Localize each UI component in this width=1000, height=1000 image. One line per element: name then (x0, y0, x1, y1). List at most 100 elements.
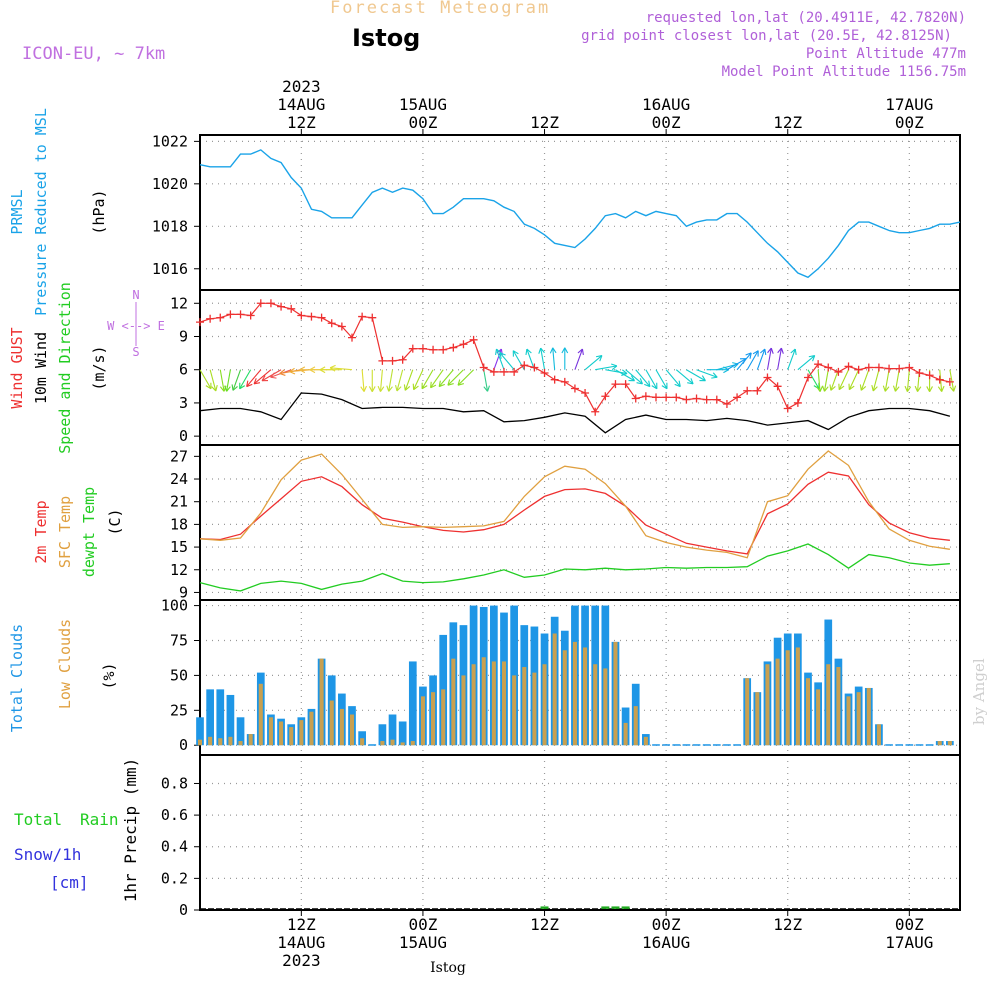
wind-arrow-head (219, 386, 225, 392)
low-cloud-bar (279, 721, 284, 746)
low-cloud-bar (805, 678, 811, 746)
wind-arrow (457, 369, 474, 386)
low-cloud-bar (380, 741, 385, 746)
wind-arrow (848, 369, 860, 390)
wind-arrow-head (860, 386, 867, 391)
gust-marker (773, 382, 782, 391)
low-cloud-bar (633, 706, 638, 746)
wind-arrow (939, 369, 943, 392)
wind-arrow-head (211, 386, 217, 392)
wind-arrow (595, 365, 617, 371)
wind-arrow-head (226, 386, 231, 392)
wind-arrow-head (253, 382, 261, 385)
wind-arrow-head (253, 378, 257, 385)
gust-marker (358, 312, 367, 321)
wind-arrow-head (752, 350, 759, 355)
panel-frame (199, 134, 961, 291)
wind-arrow-head (892, 385, 896, 392)
y-label-sfc: SFC Temp (56, 496, 74, 568)
wind-arrow-head (487, 385, 490, 392)
low-cloud-bar (309, 711, 314, 746)
y-label-pct: (%) (100, 662, 118, 689)
low-cloud-bar (583, 647, 588, 746)
gust-marker (581, 388, 590, 397)
low-cloud-bar (400, 742, 405, 746)
y-tick-label: 0.8 (161, 774, 188, 792)
top-axis-label: 00Z (652, 113, 681, 132)
wind-arrow-head (941, 385, 945, 392)
wind-arrow (726, 358, 747, 371)
y-tick-label: 12 (170, 294, 188, 312)
wind-arrow-head (396, 386, 402, 392)
wind-arrow-head (808, 355, 815, 358)
wind-arrow (483, 369, 489, 392)
low-cloud-bar (218, 738, 223, 746)
wind-arrow-head (777, 347, 782, 354)
y-label-ms: (m/s) (90, 345, 108, 390)
wind-arrow-head (611, 365, 618, 371)
wind-arrow-head (525, 348, 528, 356)
wind-arrow (526, 348, 535, 370)
wind-arrow-head (329, 364, 336, 369)
wind-arrow-head (812, 355, 816, 362)
wind-arrow-head (309, 369, 316, 374)
gust-marker (449, 343, 458, 352)
wind-arrow-head (279, 373, 286, 376)
gust-marker (510, 367, 519, 376)
gust-marker (570, 384, 579, 393)
gust-marker (641, 392, 650, 401)
gust-marker (337, 322, 346, 331)
low-cloud-bar (329, 700, 334, 746)
wind-arrow-head (651, 385, 658, 390)
gust-marker (874, 363, 883, 372)
gust-marker (408, 344, 417, 353)
wind-arrow-head (816, 386, 821, 392)
rain-bar (540, 906, 549, 909)
model-name: ICON-EU, ~ 7km (22, 44, 166, 64)
gust-marker (297, 311, 306, 320)
y-tick-label: 50 (170, 666, 188, 684)
wind-arrow (253, 369, 272, 385)
wind-arrow-head (621, 369, 628, 374)
wind-arrow-head (661, 385, 668, 390)
gust-marker (398, 355, 407, 364)
legend-snow-label: Snow/1h (14, 845, 81, 864)
gust-marker (652, 393, 660, 402)
y-tick-label: 21 (170, 493, 188, 511)
wind-arrow (949, 369, 955, 392)
wind-arrow (209, 369, 217, 392)
wind-arrow-head (871, 385, 874, 392)
meteogram-title: Forecast Meteogram (330, 0, 551, 18)
wind-arrow-head (549, 347, 554, 354)
compass-north-label: N (132, 288, 139, 302)
total-cloud-bar (662, 744, 670, 746)
wind-arrow (655, 369, 668, 390)
gust-marker (662, 393, 671, 402)
wind-arrow-head (239, 385, 246, 390)
total-cloud-bar (692, 744, 701, 746)
wind-arrow-head (644, 383, 651, 388)
wind-arrow-head (232, 386, 238, 391)
wind-arrow-head (270, 372, 275, 378)
model-altitude: Model Point Altitude 1156.75m (721, 64, 966, 80)
wind-arrow-head (512, 350, 519, 355)
gust-marker (601, 392, 610, 401)
total-cloud-bar (236, 717, 245, 746)
bottom-axis-label: 16AUG (642, 933, 690, 952)
y-label-pressure: Pressure Reduced to MSL (32, 108, 50, 316)
legend-rain-label: Rain (80, 810, 119, 829)
low-cloud-bar (360, 738, 365, 746)
wind-arrow-head (371, 386, 376, 392)
bottom-caption: Istog (430, 960, 466, 976)
total-cloud-bar (733, 744, 741, 746)
total-cloud-bar (368, 744, 377, 746)
low-cloud-bar (755, 692, 760, 746)
top-axis-label: 12Z (773, 113, 802, 132)
wind-arrow (746, 350, 759, 370)
wind-arrow (261, 369, 282, 382)
wind-arrow (447, 369, 464, 386)
gust-marker (500, 367, 508, 376)
wind-arrow-head (447, 383, 454, 386)
wind-arrow-head (261, 375, 266, 382)
gust-marker (277, 302, 286, 311)
